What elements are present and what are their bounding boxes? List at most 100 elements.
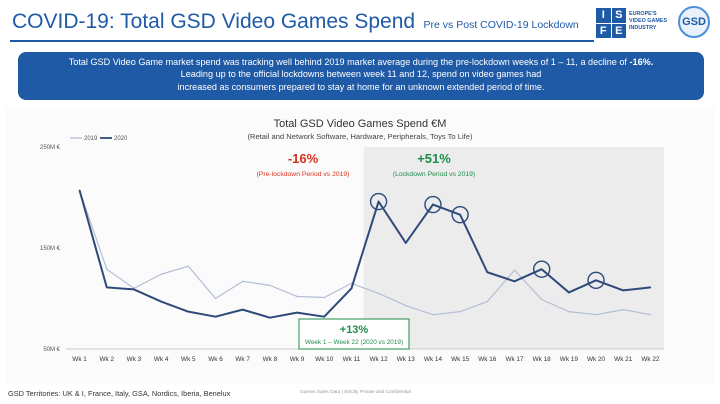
data-point-2019 bbox=[377, 292, 380, 295]
y-tick-label: 250M € bbox=[40, 145, 61, 151]
data-point-2020 bbox=[649, 286, 652, 289]
x-tick-label: Wk 2 bbox=[99, 356, 114, 363]
annotation-pre-value: -16% bbox=[288, 151, 319, 166]
isfe-logo: I S F E EUROPE'S VIDEO GAMES INDUSTRY bbox=[596, 8, 672, 42]
data-point-2019 bbox=[595, 313, 597, 316]
isfe-text-line: INDUSTRY bbox=[629, 24, 657, 31]
series-line-2019 bbox=[79, 190, 651, 316]
x-tick-label: Wk 3 bbox=[127, 356, 142, 363]
legend-2020-label: 2020 bbox=[114, 136, 128, 142]
data-point-2020 bbox=[513, 280, 516, 283]
data-point-2020 bbox=[377, 200, 380, 203]
data-point-2019 bbox=[649, 313, 652, 316]
highlight-circle bbox=[369, 192, 388, 211]
x-tick-label: Wk 15 bbox=[451, 356, 470, 363]
data-point-2020 bbox=[540, 268, 543, 271]
x-tick-label: Wk 20 bbox=[587, 356, 606, 363]
page-title-block: COVID-19: Total GSD Video Games Spend Pr… bbox=[12, 10, 579, 34]
data-point-2020 bbox=[432, 203, 434, 206]
isfe-letter: E bbox=[611, 23, 626, 38]
gsd-logo: GSD bbox=[678, 6, 710, 38]
banner-highlight: -16%. bbox=[629, 57, 654, 67]
highlight-circle bbox=[451, 205, 469, 224]
data-point-2019 bbox=[323, 296, 326, 299]
x-tick-label: Wk 21 bbox=[614, 356, 633, 363]
territories-footnote: GSD Territories: UK & I, France, Italy, … bbox=[8, 389, 231, 398]
data-point-2020 bbox=[241, 308, 244, 311]
annotation-lockdown: +51% (Lockdown Period vs 2019) bbox=[393, 151, 475, 178]
data-point-2020 bbox=[296, 311, 298, 314]
isfe-text-line: EUROPE'S bbox=[629, 11, 657, 17]
data-point-2020 bbox=[78, 189, 81, 192]
annotation-total-label: Week 1 – Week 22 (2020 vs 2019) bbox=[305, 339, 403, 346]
data-point-2020 bbox=[323, 315, 326, 318]
chart-series bbox=[78, 189, 652, 319]
chart-axes: 50M € 150M € 250M € Wk 1 Wk 2 Wk 3 Wk 4 Wk 5 Wk … bbox=[40, 145, 664, 363]
isfe-logo-text: EUROPE'S VIDEO GAMES INDUSTRY bbox=[629, 11, 667, 31]
chart-subtitle: (Retail and Network Software, Hardware, … bbox=[247, 132, 473, 141]
annotation-total-box bbox=[298, 318, 410, 350]
x-tick-label: Wk 1 bbox=[72, 356, 87, 363]
data-point-2020 bbox=[459, 213, 461, 216]
data-point-2019 bbox=[187, 265, 190, 267]
isfe-letter: F bbox=[596, 23, 611, 38]
x-tick-label: Wk 6 bbox=[208, 356, 223, 363]
data-point-2019 bbox=[432, 313, 434, 316]
banner-line-3: increased as consumers prepared to stay … bbox=[177, 81, 545, 92]
data-point-2019 bbox=[404, 304, 407, 307]
data-point-2019 bbox=[296, 295, 298, 298]
x-tick-label: Wk 4 bbox=[154, 356, 169, 363]
data-point-2020 bbox=[568, 291, 570, 294]
data-point-2020 bbox=[486, 271, 489, 274]
data-point-2019 bbox=[513, 269, 516, 272]
legend: 2019 2020 bbox=[70, 136, 128, 142]
data-point-2019 bbox=[622, 308, 625, 311]
annotation-pre-lockdown: -16% (Pre-lockdown Period vs 2019) bbox=[257, 151, 350, 178]
y-tick-label: 150M € bbox=[40, 246, 61, 252]
x-tick-label: Wk 14 bbox=[424, 356, 443, 363]
y-tick-label: 50M € bbox=[43, 347, 60, 353]
data-point-2020 bbox=[595, 279, 597, 282]
x-tick-label: Wk 5 bbox=[181, 356, 196, 363]
data-point-2020 bbox=[350, 287, 353, 290]
banner-line-2: Leading up to the official lockdowns bet… bbox=[180, 69, 542, 80]
data-point-2020 bbox=[105, 286, 108, 289]
x-tick-label: Wk 22 bbox=[641, 356, 660, 363]
chart-title: Total GSD Video Games Spend €M bbox=[274, 118, 447, 130]
data-point-2019 bbox=[459, 310, 461, 313]
title-divider bbox=[10, 40, 594, 42]
x-tick-label: Wk 13 bbox=[397, 356, 416, 363]
data-point-2020 bbox=[214, 315, 217, 318]
annotation-total: +13% Week 1 – Week 22 (2020 vs 2019) bbox=[298, 318, 410, 350]
data-point-2019 bbox=[486, 300, 489, 303]
annotation-pre-label: (Pre-lockdown Period vs 2019) bbox=[257, 171, 350, 178]
x-tick-label: Wk 11 bbox=[343, 356, 361, 363]
confidential-footnote: Games Sales Data | Strictly Private and … bbox=[300, 390, 411, 395]
banner-line-1: Total GSD Video Game market spend was tr… bbox=[18, 56, 704, 68]
page-title: COVID-19: Total GSD Video Games Spend bbox=[12, 10, 416, 33]
x-tick-label: Wk 17 bbox=[505, 356, 524, 363]
highlight-circle bbox=[587, 271, 605, 290]
highlight-markers bbox=[369, 192, 605, 290]
isfe-letter: S bbox=[611, 8, 626, 23]
data-point-2019 bbox=[214, 297, 217, 300]
x-tick-label: Wk 10 bbox=[315, 356, 334, 363]
x-tick-label: Wk 12 bbox=[370, 356, 389, 363]
lockdown-shade bbox=[363, 147, 664, 349]
isfe-logo-mark: I S F E bbox=[596, 8, 626, 38]
x-tick-label: Wk 7 bbox=[235, 356, 250, 363]
highlight-circle bbox=[532, 260, 551, 278]
highlight-circle bbox=[424, 195, 442, 214]
summary-banner: Total GSD Video Game market spend was tr… bbox=[18, 52, 704, 100]
data-point-2020 bbox=[622, 289, 625, 292]
data-point-2019 bbox=[568, 310, 570, 313]
data-point-2019 bbox=[160, 273, 162, 276]
data-point-2019 bbox=[269, 284, 271, 287]
x-tick-label: Wk 18 bbox=[533, 356, 552, 363]
x-tick-label: Wk 19 bbox=[560, 356, 579, 363]
data-point-2020 bbox=[404, 242, 407, 244]
isfe-text-line: VIDEO GAMES bbox=[629, 17, 668, 24]
x-tick-label: Wk 8 bbox=[263, 356, 278, 363]
series-line-2020 bbox=[78, 190, 651, 319]
